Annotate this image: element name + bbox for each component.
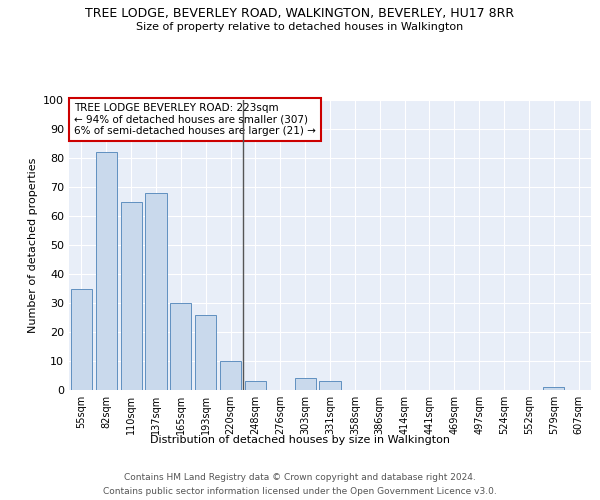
Bar (195, 314, 216, 390)
Text: Contains HM Land Registry data © Crown copyright and database right 2024.: Contains HM Land Registry data © Crown c… (124, 472, 476, 482)
Text: Contains public sector information licensed under the Open Government Licence v3: Contains public sector information licen… (103, 488, 497, 496)
Bar (170, 303, 191, 390)
Bar (96, 152, 117, 390)
Text: TREE LODGE, BEVERLEY ROAD, WALKINGTON, BEVERLEY, HU17 8RR: TREE LODGE, BEVERLEY ROAD, WALKINGTON, B… (85, 8, 515, 20)
Bar (543, 387, 564, 390)
Text: Distribution of detached houses by size in Walkington: Distribution of detached houses by size … (150, 435, 450, 445)
Text: TREE LODGE BEVERLEY ROAD: 223sqm
← 94% of detached houses are smaller (307)
6% o: TREE LODGE BEVERLEY ROAD: 223sqm ← 94% o… (74, 103, 316, 136)
Text: Size of property relative to detached houses in Walkington: Size of property relative to detached ho… (136, 22, 464, 32)
Bar (71, 288, 92, 390)
Bar (319, 382, 341, 390)
Bar (295, 378, 316, 390)
Bar (245, 382, 266, 390)
Bar (145, 193, 167, 390)
Y-axis label: Number of detached properties: Number of detached properties (28, 158, 38, 332)
Bar (220, 361, 241, 390)
Bar (121, 202, 142, 390)
